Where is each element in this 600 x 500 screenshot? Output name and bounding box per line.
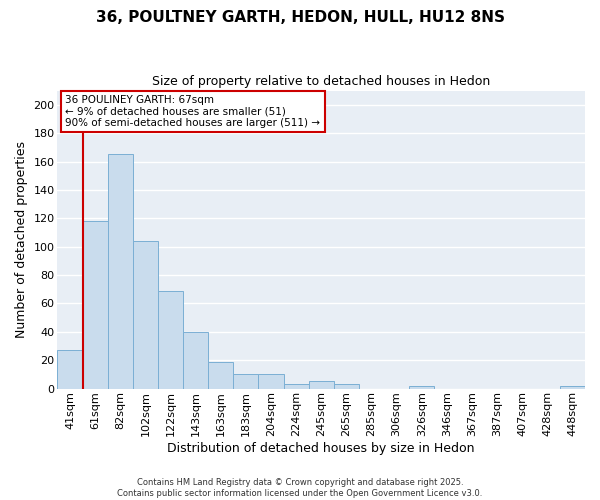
X-axis label: Distribution of detached houses by size in Hedon: Distribution of detached houses by size … bbox=[167, 442, 475, 455]
Bar bbox=[83, 221, 108, 388]
Bar bbox=[334, 384, 359, 388]
Bar bbox=[284, 384, 308, 388]
Bar bbox=[183, 332, 208, 388]
Bar bbox=[259, 374, 284, 388]
Bar bbox=[133, 241, 158, 388]
Bar bbox=[108, 154, 133, 388]
Title: Size of property relative to detached houses in Hedon: Size of property relative to detached ho… bbox=[152, 75, 490, 88]
Bar bbox=[58, 350, 83, 389]
Y-axis label: Number of detached properties: Number of detached properties bbox=[15, 141, 28, 338]
Bar bbox=[233, 374, 259, 388]
Text: 36, POULTNEY GARTH, HEDON, HULL, HU12 8NS: 36, POULTNEY GARTH, HEDON, HULL, HU12 8N… bbox=[95, 10, 505, 25]
Bar bbox=[560, 386, 585, 388]
Bar bbox=[409, 386, 434, 388]
Bar bbox=[308, 382, 334, 388]
Bar bbox=[208, 362, 233, 388]
Text: Contains HM Land Registry data © Crown copyright and database right 2025.
Contai: Contains HM Land Registry data © Crown c… bbox=[118, 478, 482, 498]
Bar bbox=[158, 290, 183, 388]
Text: 36 POULINEY GARTH: 67sqm
← 9% of detached houses are smaller (51)
90% of semi-de: 36 POULINEY GARTH: 67sqm ← 9% of detache… bbox=[65, 95, 320, 128]
